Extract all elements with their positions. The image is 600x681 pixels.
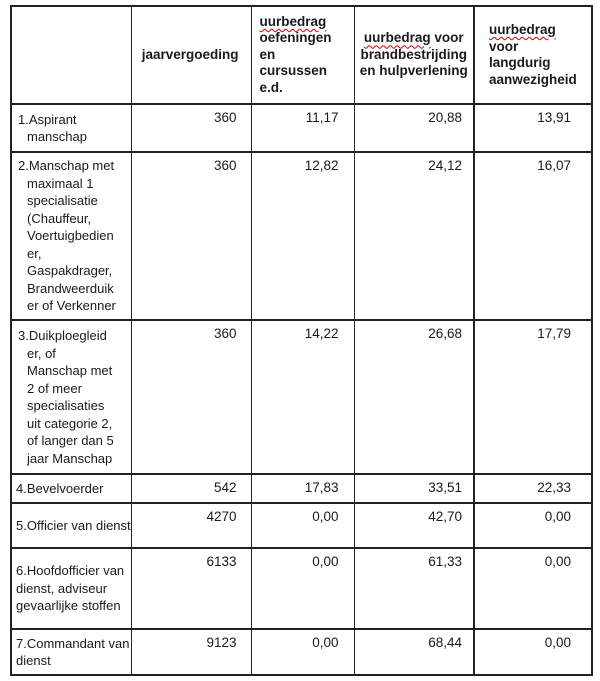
table-row-officier-van-dienst: 5.Officier van dienst 4270 0,00 42,70 0,…	[10, 502, 593, 549]
cell-uurbedrag-oefeningen: 12,82	[250, 151, 355, 321]
row-label: 2.Manschap met maximaal 1 specialisatie …	[10, 151, 132, 321]
cell-jaarvergoeding: 9123	[130, 628, 252, 676]
cell-uurbedrag-langdurig: 17,79	[473, 319, 593, 475]
cell-uurbedrag-oefeningen: 17,83	[250, 473, 355, 504]
header-text: voor langdurig aanwezigheid	[489, 38, 577, 87]
table-row-commandant: 7.Commandant van dienst 9123 0,00 68,44 …	[10, 628, 593, 676]
header-jaarvergoeding: jaarvergoeding	[130, 5, 252, 105]
cell-uurbedrag-langdurig: 0,00	[473, 628, 593, 676]
header-uurbedrag-oefeningen: uurbedrag oefeningen en cursussen e.d.	[250, 5, 355, 105]
row-label: 6.Hoofdofficier van dienst, adviseur gev…	[10, 547, 132, 630]
table-row-aspirant-manschap: 1.Aspirant manschap 360 11,17 20,88 13,9…	[10, 103, 593, 153]
table-row-manschap-1-specialisatie: 2.Manschap met maximaal 1 specialisatie …	[10, 151, 593, 321]
cell-uurbedrag-oefeningen: 0,00	[250, 628, 355, 676]
cell-jaarvergoeding: 360	[130, 319, 252, 475]
cell-uurbedrag-oefeningen: 14,22	[250, 319, 355, 475]
cell-uurbedrag-brandbestrijding: 20,88	[353, 103, 475, 153]
cell-uurbedrag-oefeningen: 11,17	[250, 103, 355, 153]
row-label: 4.Bevelvoerder	[10, 473, 132, 504]
cell-uurbedrag-oefeningen: 0,00	[250, 547, 355, 630]
cell-uurbedrag-langdurig: 0,00	[473, 547, 593, 630]
header-row: jaarvergoeding uurbedrag oefeningen en c…	[10, 5, 593, 105]
header-text: oefeningen en cursussen e.d.	[259, 30, 332, 95]
row-label: 1.Aspirant manschap	[10, 103, 132, 153]
misspelled-word: uurbedrag	[489, 22, 556, 37]
header-uurbedrag-langdurig: uurbedrag voor langdurig aanwezigheid	[473, 5, 593, 105]
cell-jaarvergoeding: 6133	[130, 547, 252, 630]
misspelled-word: uurbedrag	[363, 30, 431, 46]
cell-uurbedrag-brandbestrijding: 33,51	[353, 473, 475, 504]
cell-uurbedrag-langdurig: 22,33	[473, 473, 593, 504]
row-label: 3.Duikploegleid er, of Manschap met 2 of…	[10, 319, 132, 475]
cell-jaarvergoeding: 360	[130, 151, 252, 321]
cell-uurbedrag-langdurig: 0,00	[473, 502, 593, 549]
header-text: voor brandbestrijding en hulpverlening	[359, 30, 468, 79]
cell-uurbedrag-langdurig: 13,91	[473, 103, 593, 153]
cell-jaarvergoeding: 542	[130, 473, 252, 504]
header-empty-cell	[10, 5, 132, 105]
cell-uurbedrag-brandbestrijding: 68,44	[353, 628, 475, 676]
misspelled-word: uurbedrag	[259, 13, 327, 29]
cell-uurbedrag-brandbestrijding: 24,12	[353, 151, 475, 321]
cell-uurbedrag-brandbestrijding: 42,70	[353, 502, 475, 549]
row-label: 5.Officier van dienst	[10, 502, 132, 549]
cell-uurbedrag-oefeningen: 0,00	[250, 502, 355, 549]
cell-uurbedrag-brandbestrijding: 61,33	[353, 547, 475, 630]
table-row-bevelvoerder: 4.Bevelvoerder 542 17,83 33,51 22,33	[10, 473, 593, 504]
compensation-table: jaarvergoeding uurbedrag oefeningen en c…	[10, 5, 593, 676]
cell-jaarvergoeding: 360	[130, 103, 252, 153]
cell-uurbedrag-langdurig: 16,07	[473, 151, 593, 321]
row-label: 7.Commandant van dienst	[10, 628, 132, 676]
cell-uurbedrag-brandbestrijding: 26,68	[353, 319, 475, 475]
table-row-hoofdofficier: 6.Hoofdofficier van dienst, adviseur gev…	[10, 547, 593, 630]
cell-jaarvergoeding: 4270	[130, 502, 252, 549]
header-uurbedrag-brandbestrijding: uurbedrag voor brandbestrijding en hulpv…	[353, 5, 475, 105]
table-row-duikploegleider: 3.Duikploegleid er, of Manschap met 2 of…	[10, 319, 593, 475]
